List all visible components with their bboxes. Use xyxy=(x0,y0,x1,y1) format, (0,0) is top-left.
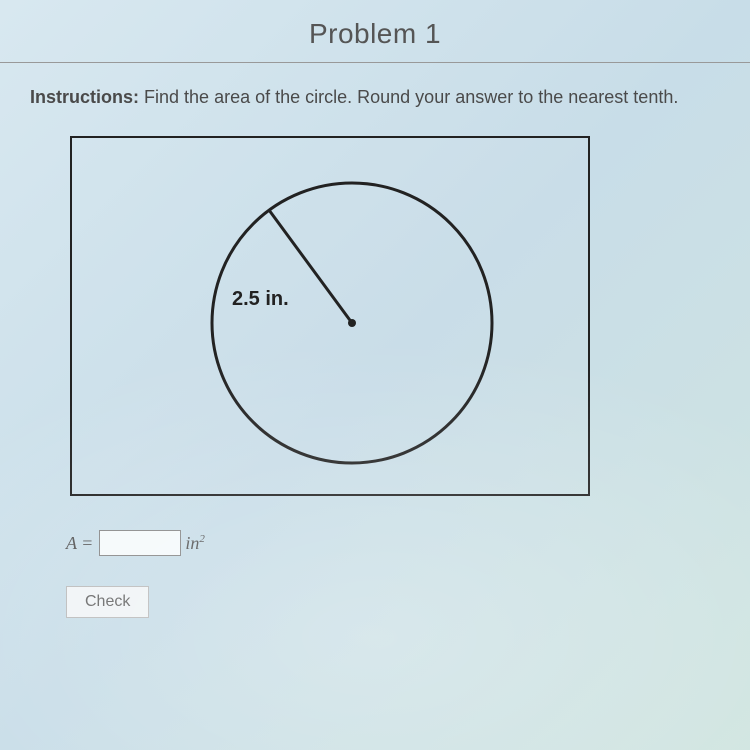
unit-base: in xyxy=(185,533,199,553)
radius-label: 2.5 in. xyxy=(232,288,289,311)
check-button[interactable]: Check xyxy=(66,586,149,618)
circle-diagram xyxy=(72,138,592,498)
page-title: Problem 1 xyxy=(0,0,750,62)
answer-row: A = in2 xyxy=(66,530,720,556)
answer-input[interactable] xyxy=(99,530,181,556)
instructions-text: Find the area of the circle. Round your … xyxy=(144,87,678,107)
answer-prefix: A = xyxy=(66,533,93,554)
center-dot xyxy=(348,319,356,327)
instructions-line: Instructions: Find the area of the circl… xyxy=(30,87,720,108)
figure-container: 2.5 in. xyxy=(70,136,590,496)
answer-unit: in2 xyxy=(185,533,205,554)
instructions-label: Instructions: xyxy=(30,87,139,107)
content-area: Instructions: Find the area of the circl… xyxy=(0,87,750,618)
divider xyxy=(0,62,750,63)
unit-exponent: 2 xyxy=(199,533,205,545)
